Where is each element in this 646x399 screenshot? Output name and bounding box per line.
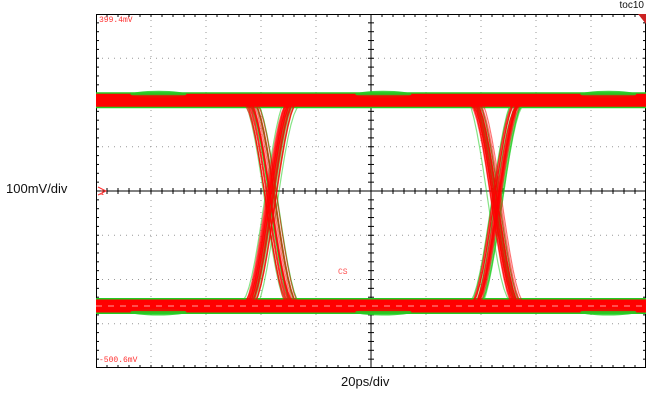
oscilloscope-screen: 399.4mV -500.6mV CS 1 bbox=[96, 14, 646, 368]
overshoot-regions bbox=[130, 90, 637, 316]
x-axis-label: 20ps/div bbox=[341, 374, 390, 389]
figure-id: toc10 bbox=[619, 0, 644, 11]
trigger-marker: 1 bbox=[100, 190, 105, 198]
eye-diagram-plot bbox=[96, 14, 646, 368]
eye-trace bbox=[461, 99, 528, 307]
eye-trace bbox=[236, 102, 303, 310]
y-axis-label: 100mV/div bbox=[6, 181, 68, 196]
bottom-scale-label: -500.6mV bbox=[99, 356, 138, 365]
center-marker: CS bbox=[338, 268, 348, 277]
trigger-arrow-icon bbox=[97, 186, 108, 196]
top-scale-label: 399.4mV bbox=[99, 16, 133, 25]
corner-marker-icon bbox=[638, 14, 646, 24]
center-axes bbox=[96, 14, 646, 368]
